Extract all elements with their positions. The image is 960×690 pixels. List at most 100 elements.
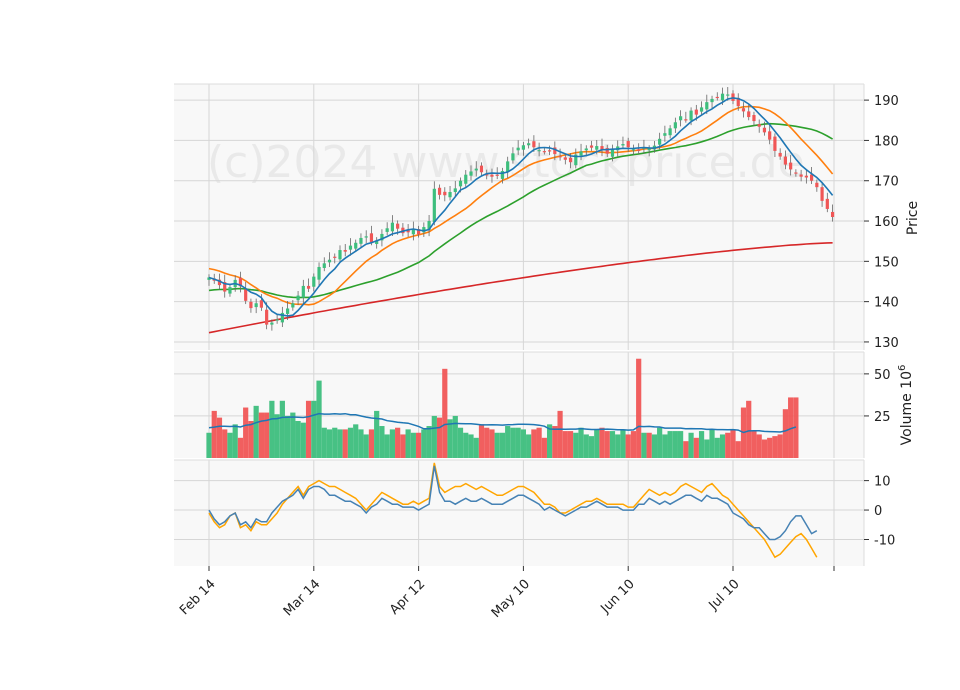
- x-tick-label: May 10: [489, 577, 533, 621]
- volume-bar: [515, 427, 521, 458]
- candle-body: [327, 259, 332, 263]
- volume-bar: [531, 429, 537, 458]
- candle-body: [605, 148, 609, 154]
- volume-bar: [269, 400, 275, 458]
- volume-bar: [368, 429, 375, 458]
- volume-bar: [788, 397, 794, 458]
- candle-body: [516, 147, 520, 151]
- osc-y-tick-label: 10: [874, 475, 891, 490]
- volume-bar: [353, 424, 359, 458]
- volume-bars: [206, 358, 799, 458]
- candle-body: [322, 263, 326, 268]
- volume-bar: [578, 427, 584, 458]
- volume-bar: [264, 412, 270, 458]
- volume-bar: [227, 432, 233, 458]
- candle-body: [411, 229, 415, 235]
- volume-bar: [630, 431, 637, 458]
- volume-bar: [552, 426, 558, 458]
- candle-body: [568, 157, 573, 163]
- candle-body: [532, 141, 536, 148]
- volume-bar: [651, 434, 657, 458]
- candle-body: [228, 287, 232, 294]
- candle-body: [542, 151, 546, 153]
- candle-body: [726, 94, 730, 96]
- candle-body: [563, 157, 567, 160]
- candle-body: [621, 144, 625, 146]
- volume-bar: [725, 432, 731, 458]
- candle-body: [364, 236, 368, 238]
- candle-body: [789, 162, 793, 170]
- volume-bar: [379, 426, 385, 458]
- volume-bar: [389, 429, 395, 458]
- ma-fast: [208, 97, 834, 317]
- volume-bar: [678, 431, 684, 458]
- candle-body: [720, 93, 725, 101]
- volume-bar: [683, 441, 689, 458]
- candle-body: [437, 187, 442, 195]
- candle-body: [705, 102, 709, 110]
- volume-bar: [761, 439, 768, 458]
- volume-bar: [746, 400, 752, 458]
- candle-body: [506, 161, 510, 173]
- ma-200-line: [208, 242, 833, 334]
- candle-body: [584, 148, 588, 151]
- volume-bar: [206, 432, 212, 458]
- price-y-tick-label: 170: [874, 175, 899, 190]
- volume-ma: [208, 412, 797, 434]
- candle-body: [443, 191, 447, 196]
- ma-long: [208, 242, 833, 334]
- volume-bar: [457, 427, 464, 458]
- volume-bar: [756, 434, 762, 458]
- volume-bar: [489, 429, 495, 458]
- candle-body: [223, 282, 227, 292]
- candle-body: [663, 133, 667, 136]
- volume-bar: [258, 412, 264, 458]
- volume-bar: [232, 424, 238, 458]
- candle-body: [757, 124, 761, 127]
- x-tick-label: Jun 10: [598, 577, 638, 617]
- candle-body: [275, 319, 279, 321]
- volume-bar: [667, 431, 673, 458]
- volume-bar: [567, 431, 574, 458]
- volume-bar: [237, 437, 244, 458]
- volume-bar: [782, 409, 788, 458]
- candle-body: [610, 149, 615, 157]
- volume-bar: [342, 429, 348, 458]
- candle-body: [369, 233, 374, 242]
- ma-20-line: [208, 105, 834, 306]
- candle-body: [679, 116, 683, 121]
- volume-bar: [583, 434, 589, 458]
- volume-bar: [211, 410, 217, 458]
- candle-body: [453, 188, 457, 193]
- volume-bar: [300, 422, 306, 458]
- candle-body: [333, 256, 337, 258]
- ma-10-line: [208, 97, 834, 317]
- price-y-tick-label: 140: [874, 296, 899, 311]
- candle-body: [406, 230, 410, 233]
- candle-body: [689, 110, 693, 121]
- candle-body: [626, 141, 630, 148]
- volume-bar: [526, 434, 532, 458]
- candle-body: [600, 146, 604, 151]
- candle-body: [312, 276, 316, 287]
- candle-body: [217, 279, 222, 286]
- x-tick-label: Jul 10: [706, 577, 743, 614]
- volume-bar: [625, 434, 631, 458]
- candle-body: [815, 182, 819, 188]
- candle-body: [699, 107, 704, 112]
- candle-body: [752, 115, 756, 122]
- candle-body: [799, 174, 803, 177]
- candle-body: [553, 147, 557, 155]
- volume-bar: [478, 424, 485, 458]
- candle-body: [207, 277, 211, 280]
- volume-bar: [588, 436, 595, 458]
- volume-bar: [222, 429, 228, 458]
- oscillator-signal-line: [208, 462, 818, 559]
- volume-bar: [316, 380, 322, 458]
- x-tick-label: Feb 14: [177, 577, 219, 619]
- volume-bar: [494, 432, 500, 458]
- x-tick-label: Mar 14: [281, 577, 324, 620]
- volume-bar: [416, 432, 422, 458]
- y-ticks: 130 140 150 160 170 180 190 25 50 -10 0 10: [864, 94, 899, 549]
- candle-body: [343, 250, 347, 252]
